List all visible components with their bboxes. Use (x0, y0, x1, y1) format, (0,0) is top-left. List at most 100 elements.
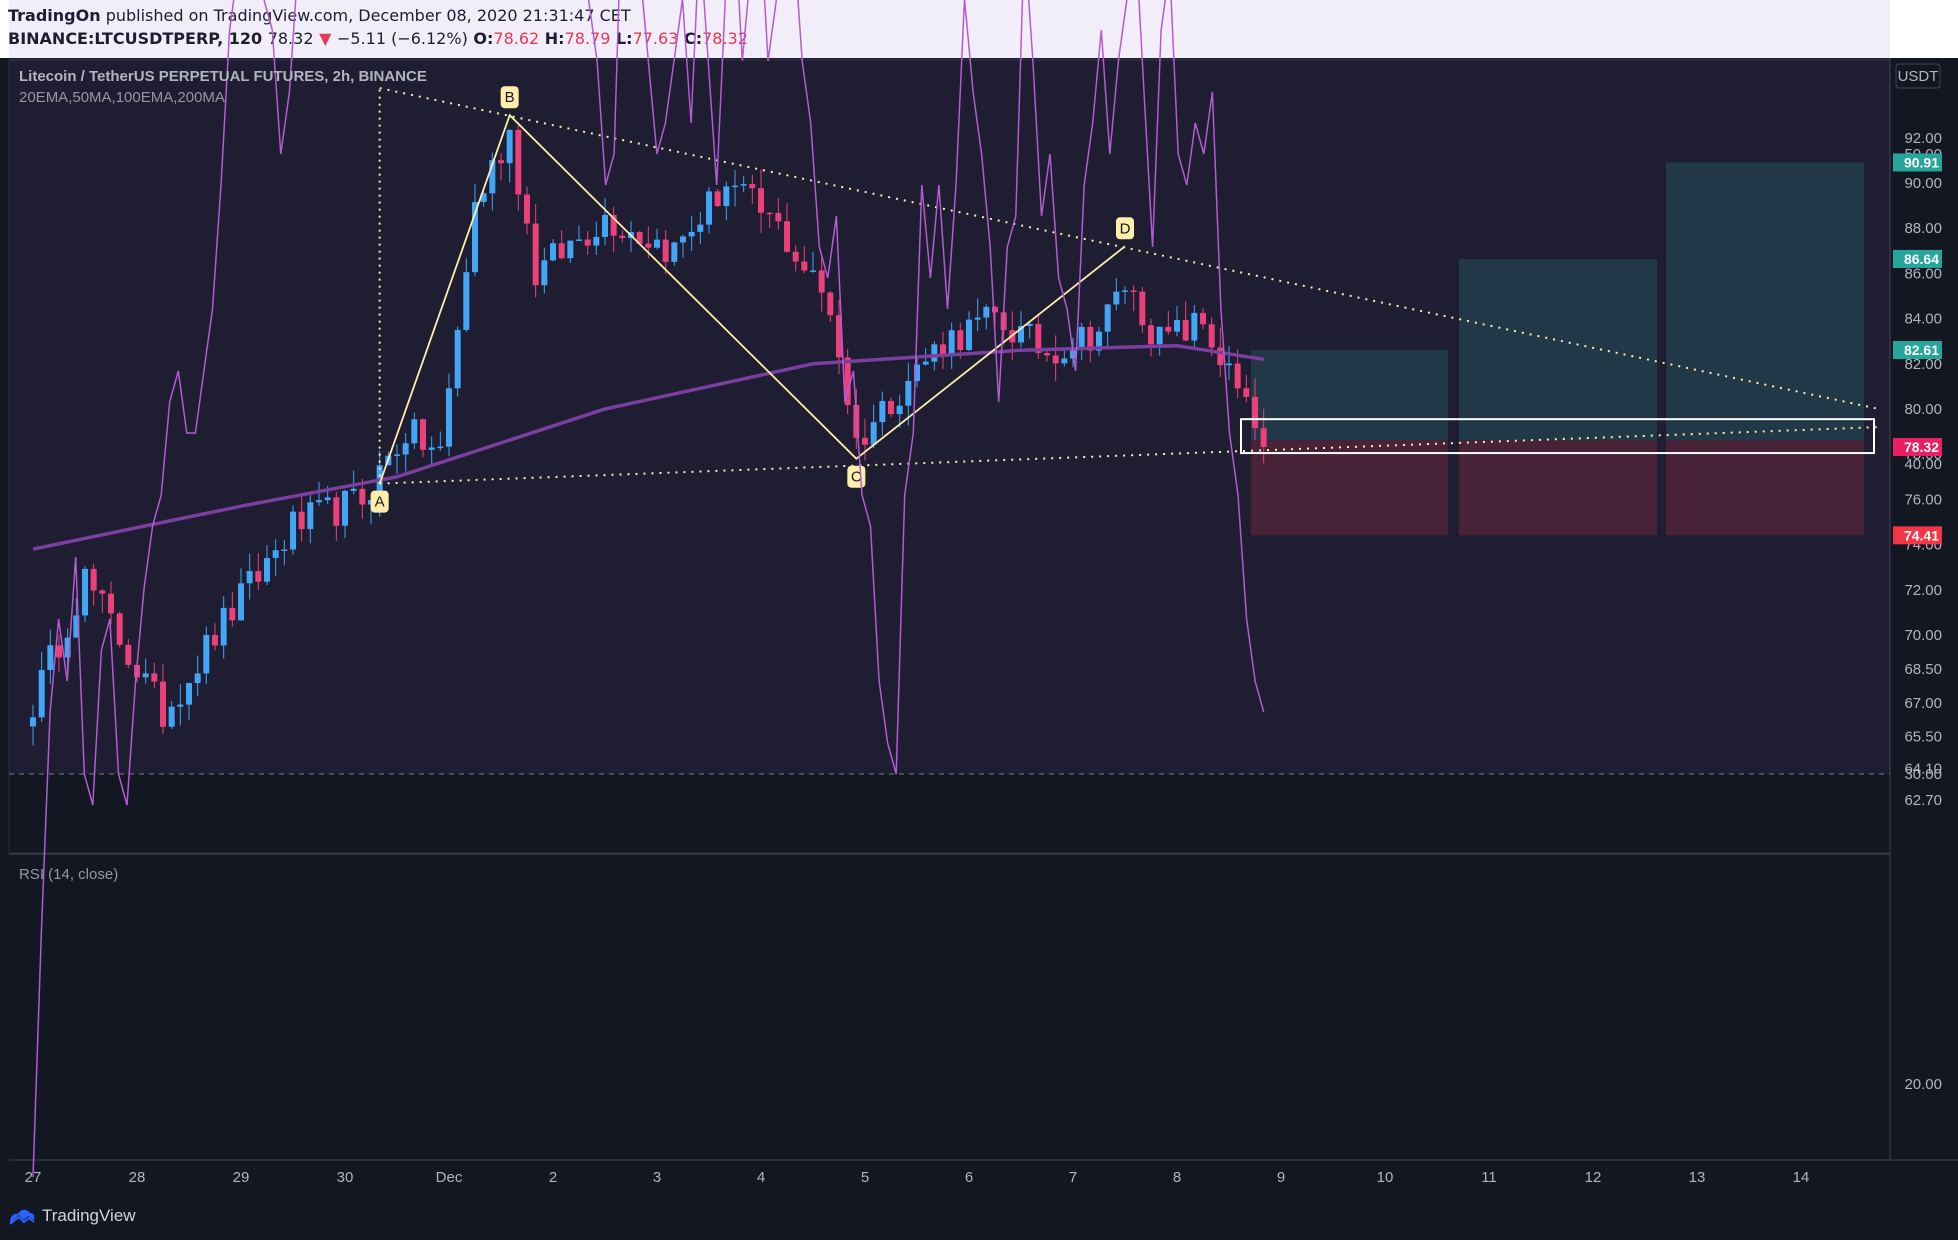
candle-body[interactable] (775, 212, 782, 222)
candle-body[interactable] (463, 272, 470, 330)
candle-body[interactable] (801, 261, 808, 271)
candle-body[interactable] (983, 306, 990, 318)
candle-body[interactable] (584, 239, 591, 246)
candle-body[interactable] (203, 635, 210, 674)
candle-body[interactable] (974, 317, 981, 320)
candle-body[interactable] (307, 502, 314, 530)
chart-legend-indicators[interactable]: 20EMA,50MA,100EMA,200MA (19, 89, 225, 106)
candle-body[interactable] (142, 673, 149, 678)
abcd-pattern-line[interactable] (378, 113, 1126, 484)
candle-body[interactable] (645, 243, 652, 248)
candle-body[interactable] (766, 212, 773, 215)
candle-body[interactable] (610, 214, 617, 236)
candle-body[interactable] (844, 357, 851, 406)
candle-body[interactable] (524, 194, 530, 224)
pattern-point-d[interactable]: D (1116, 217, 1134, 240)
candle-body[interactable] (212, 635, 218, 646)
candle-body[interactable] (1122, 290, 1128, 292)
candle-body[interactable] (125, 644, 132, 665)
candle-body[interactable] (264, 557, 270, 582)
candle-body[interactable] (593, 236, 600, 246)
candle-body[interactable] (1217, 347, 1224, 366)
candle-body[interactable] (714, 191, 721, 207)
candle-body[interactable] (47, 645, 54, 671)
candle-body[interactable] (298, 511, 305, 530)
candle-body[interactable] (1226, 363, 1232, 366)
candle-body[interactable] (602, 214, 608, 237)
candle-body[interactable] (723, 186, 730, 207)
candle-body[interactable] (957, 330, 964, 350)
candle-body[interactable] (1096, 331, 1102, 351)
stop-zone[interactable] (1251, 440, 1448, 536)
candle-body[interactable] (1156, 326, 1163, 345)
candle-body[interactable] (1174, 319, 1180, 332)
candle-body[interactable] (64, 637, 71, 658)
candle-body[interactable] (810, 270, 816, 272)
candle-body[interactable] (792, 251, 799, 262)
candle-body[interactable] (992, 306, 998, 313)
candle-body[interactable] (411, 419, 418, 444)
pattern-point-a[interactable]: A (370, 490, 389, 513)
candle-body[interactable] (472, 202, 478, 273)
candle-body[interactable] (272, 550, 279, 558)
candle-body[interactable] (697, 224, 704, 232)
target-zone[interactable] (1459, 258, 1657, 441)
candle-body[interactable] (1130, 290, 1137, 292)
pattern-point-c[interactable]: C (847, 465, 866, 488)
candle-body[interactable] (246, 571, 253, 584)
rsi-legend[interactable]: RSI (14, close) (19, 866, 119, 883)
candle-body[interactable] (749, 184, 756, 189)
candle-body[interactable] (394, 454, 400, 456)
candle-body[interactable] (740, 184, 747, 186)
candle-body[interactable] (532, 223, 539, 286)
candle-body[interactable] (1182, 319, 1189, 341)
candle-body[interactable] (550, 243, 556, 261)
candle-body[interactable] (186, 683, 192, 705)
candle-body[interactable] (558, 243, 565, 259)
candle-body[interactable] (160, 681, 166, 727)
candle-body[interactable] (836, 315, 842, 358)
candle-body[interactable] (966, 319, 972, 350)
candles[interactable] (30, 124, 1267, 746)
candle-body[interactable] (1208, 324, 1215, 348)
candle-body[interactable] (888, 400, 894, 415)
candle-body[interactable] (177, 704, 184, 707)
candle-body[interactable] (73, 615, 80, 638)
candle-body[interactable] (896, 405, 903, 415)
candle-body[interactable] (281, 549, 288, 551)
candle-body[interactable] (333, 497, 340, 526)
candle-body[interactable] (1018, 325, 1024, 343)
candle-body[interactable] (567, 240, 574, 259)
stop-zone[interactable] (1459, 440, 1657, 536)
candle-body[interactable] (948, 330, 955, 357)
candle-body[interactable] (931, 344, 938, 362)
candle-body[interactable] (454, 329, 461, 389)
candle-body[interactable] (238, 583, 244, 621)
candle-body[interactable] (758, 188, 764, 213)
candle-body[interactable] (428, 447, 435, 450)
candle-body[interactable] (220, 607, 227, 646)
candle-body[interactable] (1200, 312, 1206, 325)
candle-body[interactable] (506, 129, 513, 164)
candle-body[interactable] (255, 571, 262, 582)
candle-body[interactable] (1139, 291, 1146, 326)
candle-body[interactable] (437, 446, 444, 449)
candle-body[interactable] (1052, 355, 1059, 364)
candle-body[interactable] (1104, 304, 1111, 332)
candle-body[interactable] (316, 500, 322, 503)
candle-body[interactable] (359, 488, 366, 505)
candle-body[interactable] (1243, 388, 1250, 397)
candle-body[interactable] (1087, 326, 1094, 351)
entry-zone-box[interactable] (1240, 418, 1875, 455)
candle-body[interactable] (680, 236, 686, 243)
candle-body[interactable] (784, 221, 790, 252)
rsi-line[interactable] (32, 0, 1265, 1178)
candle-body[interactable] (446, 388, 452, 447)
candle-body[interactable] (515, 129, 522, 195)
candle-body[interactable] (879, 400, 886, 423)
candle-body[interactable] (1260, 428, 1267, 447)
candle-body[interactable] (38, 670, 45, 718)
candle-body[interactable] (30, 717, 36, 727)
candle-body[interactable] (1252, 396, 1258, 429)
